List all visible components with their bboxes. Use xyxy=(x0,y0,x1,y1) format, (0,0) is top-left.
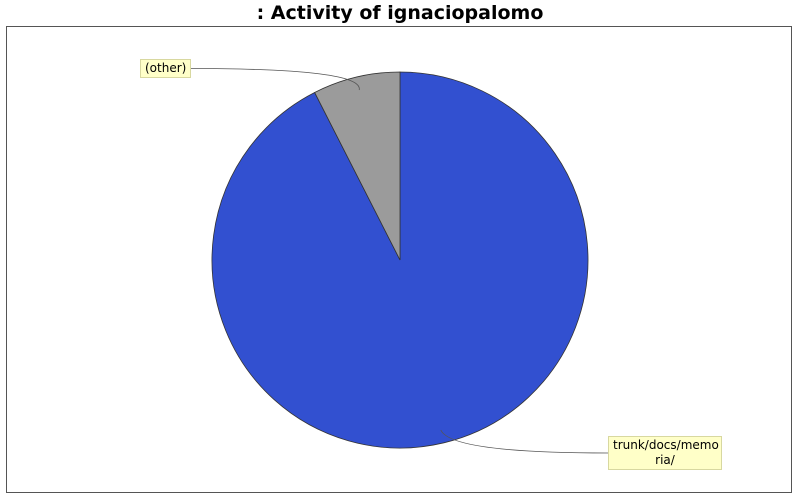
slice-label-trunk-docs-memoria: trunk/docs/memo ria/ xyxy=(608,436,722,470)
leader-line-0 xyxy=(440,429,609,454)
pie-slice-1 xyxy=(314,71,401,261)
slice-label-other: (other) xyxy=(140,59,192,78)
leader-line-1 xyxy=(190,68,360,91)
chart-title: : Activity of ignaciopalomo xyxy=(256,2,544,24)
